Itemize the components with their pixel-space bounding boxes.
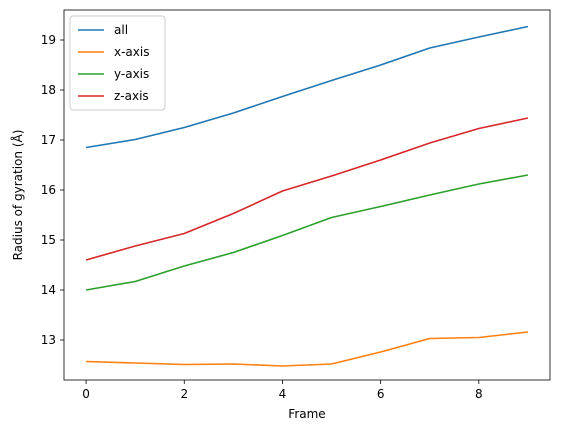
plot-lines <box>85 25 529 367</box>
legend-box <box>69 15 166 111</box>
y-tick-label: 13 <box>41 333 56 347</box>
y-tick-label: 18 <box>41 83 56 97</box>
x-tick-label: 8 <box>475 387 483 401</box>
legend-label-y-axis: y-axis <box>114 67 149 81</box>
series-line-z-axis <box>85 117 529 261</box>
series-line-x-axis <box>86 331 528 367</box>
x-tick-label: 4 <box>279 387 287 401</box>
x-axis-ticks: 0 2 4 6 8 <box>82 380 483 401</box>
y-tick-label: 19 <box>41 33 56 47</box>
x-tick-label: 0 <box>82 387 90 401</box>
y-axis-ticks: 13 14 15 16 17 18 19 <box>41 33 64 347</box>
y-tick-label: 14 <box>41 283 56 297</box>
x-axis-label: Frame <box>288 407 325 421</box>
y-tick-label: 16 <box>41 183 56 197</box>
plot-frame <box>63 9 551 381</box>
y-tick-label: 15 <box>41 233 56 247</box>
y-tick-label: 17 <box>41 133 56 147</box>
series-line-all <box>85 25 529 149</box>
y-axis-label: Radius of gyration (Å) <box>10 130 25 261</box>
legend: all x-axis y-axis z-axis <box>69 15 166 111</box>
x-tick-label: 2 <box>180 387 188 401</box>
series-line-y-axis <box>85 174 529 291</box>
legend-label-x-axis: x-axis <box>114 45 149 59</box>
legend-label-all: all <box>114 23 128 37</box>
legend-label-z-axis: z-axis <box>114 89 149 103</box>
x-tick-label: 6 <box>377 387 385 401</box>
